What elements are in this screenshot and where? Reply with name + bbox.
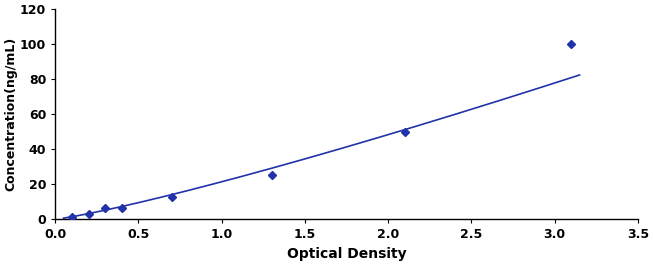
Y-axis label: Concentration(ng/mL): Concentration(ng/mL) [4, 37, 17, 191]
X-axis label: Optical Density: Optical Density [287, 247, 406, 261]
